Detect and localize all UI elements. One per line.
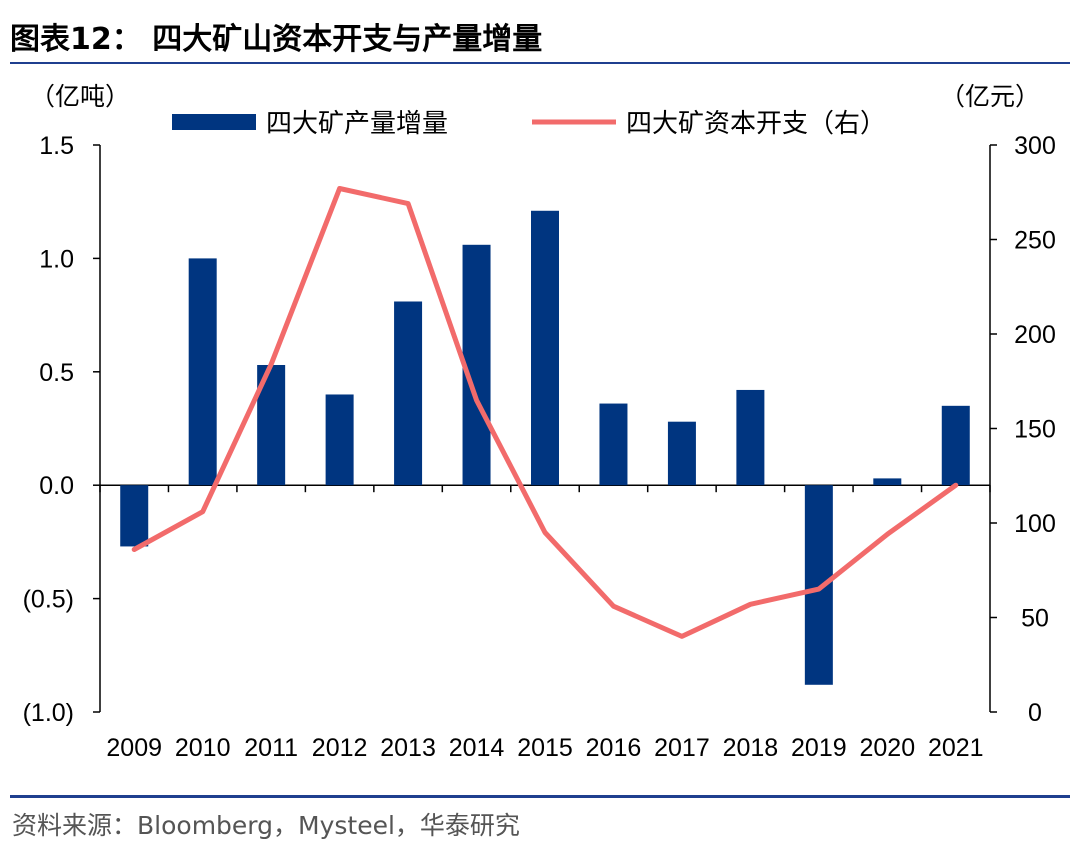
line-series [131,186,959,639]
line-point-2021 [954,483,958,487]
x-tick-label: 2021 [928,734,984,762]
y-left-unit: （亿吨） [30,83,130,111]
y-right-tick-label: 50 [1021,605,1049,633]
bar-2018 [736,389,765,486]
legend-swatch-bar [172,114,256,130]
y-left-tick-label: 1.5 [39,132,74,160]
x-tick-label: 2011 [244,734,298,762]
bar-2019 [804,485,833,685]
bar-2017 [667,421,696,486]
bar-2009 [120,485,149,547]
line-point-2013 [406,202,410,206]
bar-2013 [394,301,423,486]
x-axis-labels: 2009 2010 2011 2012 2013 2014 2015 2016 2017 2018… [106,734,983,762]
bar-2010 [188,258,217,486]
bar-2020 [873,478,902,486]
legend-label-bar: 四大矿产量增量 [266,108,448,138]
bar-2015 [531,210,559,486]
x-tick-label: 2015 [517,734,573,762]
bar-2021 [941,405,970,486]
x-tick-label: 2013 [380,734,436,762]
chart: 四大矿产量增量 四大矿资本开支（右） （亿吨） （亿元） (1.0) (0.5) 0.0 0… [23,83,1056,762]
y-left-tick-label: 1.0 [39,245,74,273]
legend-label-line: 四大矿资本开支（右） [626,108,886,138]
line-point-2010 [201,510,205,514]
y-right-tick-label: 0 [1028,699,1042,727]
bar-2014 [462,244,491,486]
bar-2012 [325,394,354,486]
y-right-tick-label: 200 [1014,321,1056,349]
page-title: 图表12： 四大矿山资本开支与产量增量 [10,22,543,57]
x-tick-label: 2019 [791,734,847,762]
line-point-2014 [475,398,479,402]
x-tick-label: 2009 [106,734,162,762]
y-left-tick-label: 0.5 [39,359,74,387]
line-point-2017 [680,634,684,638]
y-left-tick-label: (0.5) [23,586,74,614]
axes: （亿吨） （亿元） (1.0) (0.5) 0.0 0.5 1.0 1.5 0 50 100 150 2… [23,83,1056,727]
x-tick-label: 2016 [586,734,642,762]
line-point-2015 [543,530,547,534]
line-point-2020 [885,532,889,536]
source-note: 资料来源：Bloomberg，Mysteel，华泰研究 [12,811,520,840]
source-divider [10,795,1070,798]
y-left-tick-label: (1.0) [23,699,74,727]
legend: 四大矿产量增量 四大矿资本开支（右） [172,108,886,138]
line-point-2016 [611,604,615,608]
x-tick-label: 2020 [859,734,915,762]
y-right-unit: （亿元） [940,83,1040,111]
y-left-tick-label: 0.0 [39,472,74,500]
y-right-tick-label: 150 [1014,416,1056,444]
x-tick-label: 2017 [654,734,710,762]
line-point-2011 [269,362,273,366]
title-divider [10,62,1070,64]
line-point-2009 [132,547,136,551]
y-right-tick-label: 250 [1014,227,1056,255]
line-point-2018 [748,602,752,606]
x-tick-label: 2012 [312,734,368,762]
line-point-2012 [338,186,342,190]
bar-series [120,210,970,685]
x-tick-label: 2018 [723,734,779,762]
x-tick-label: 2014 [449,734,505,762]
y-right-tick-label: 100 [1014,510,1056,538]
bar-2016 [599,403,628,486]
line-point-2019 [817,587,821,591]
x-tick-label: 2010 [175,734,231,762]
y-right-tick-label: 300 [1014,132,1056,160]
